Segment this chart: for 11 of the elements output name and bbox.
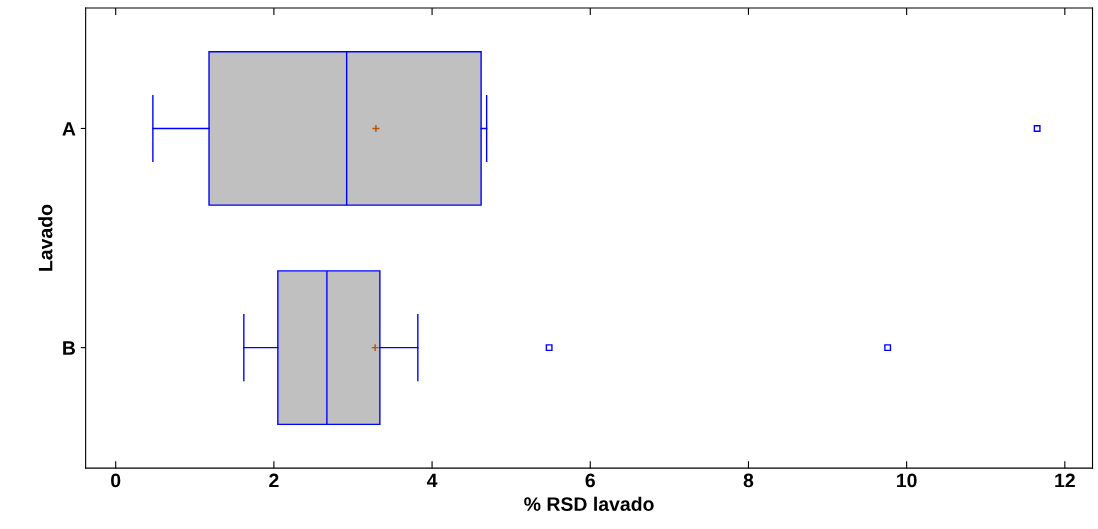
y-axis-title: Lavado bbox=[38, 204, 53, 271]
x-tick-label: 10 bbox=[897, 473, 917, 488]
y-tick-label: B bbox=[63, 341, 76, 355]
x-axis-title: % RSD lavado bbox=[524, 496, 654, 511]
x-tick-label: 12 bbox=[1055, 473, 1075, 488]
x-tick-label: 4 bbox=[426, 473, 438, 488]
x-tick-label: 8 bbox=[743, 473, 754, 488]
x-tick-label: 6 bbox=[585, 473, 595, 488]
x-tick-label: 2 bbox=[269, 473, 279, 488]
x-tick-label: 0 bbox=[111, 473, 121, 488]
y-tick-label: A bbox=[62, 122, 76, 136]
